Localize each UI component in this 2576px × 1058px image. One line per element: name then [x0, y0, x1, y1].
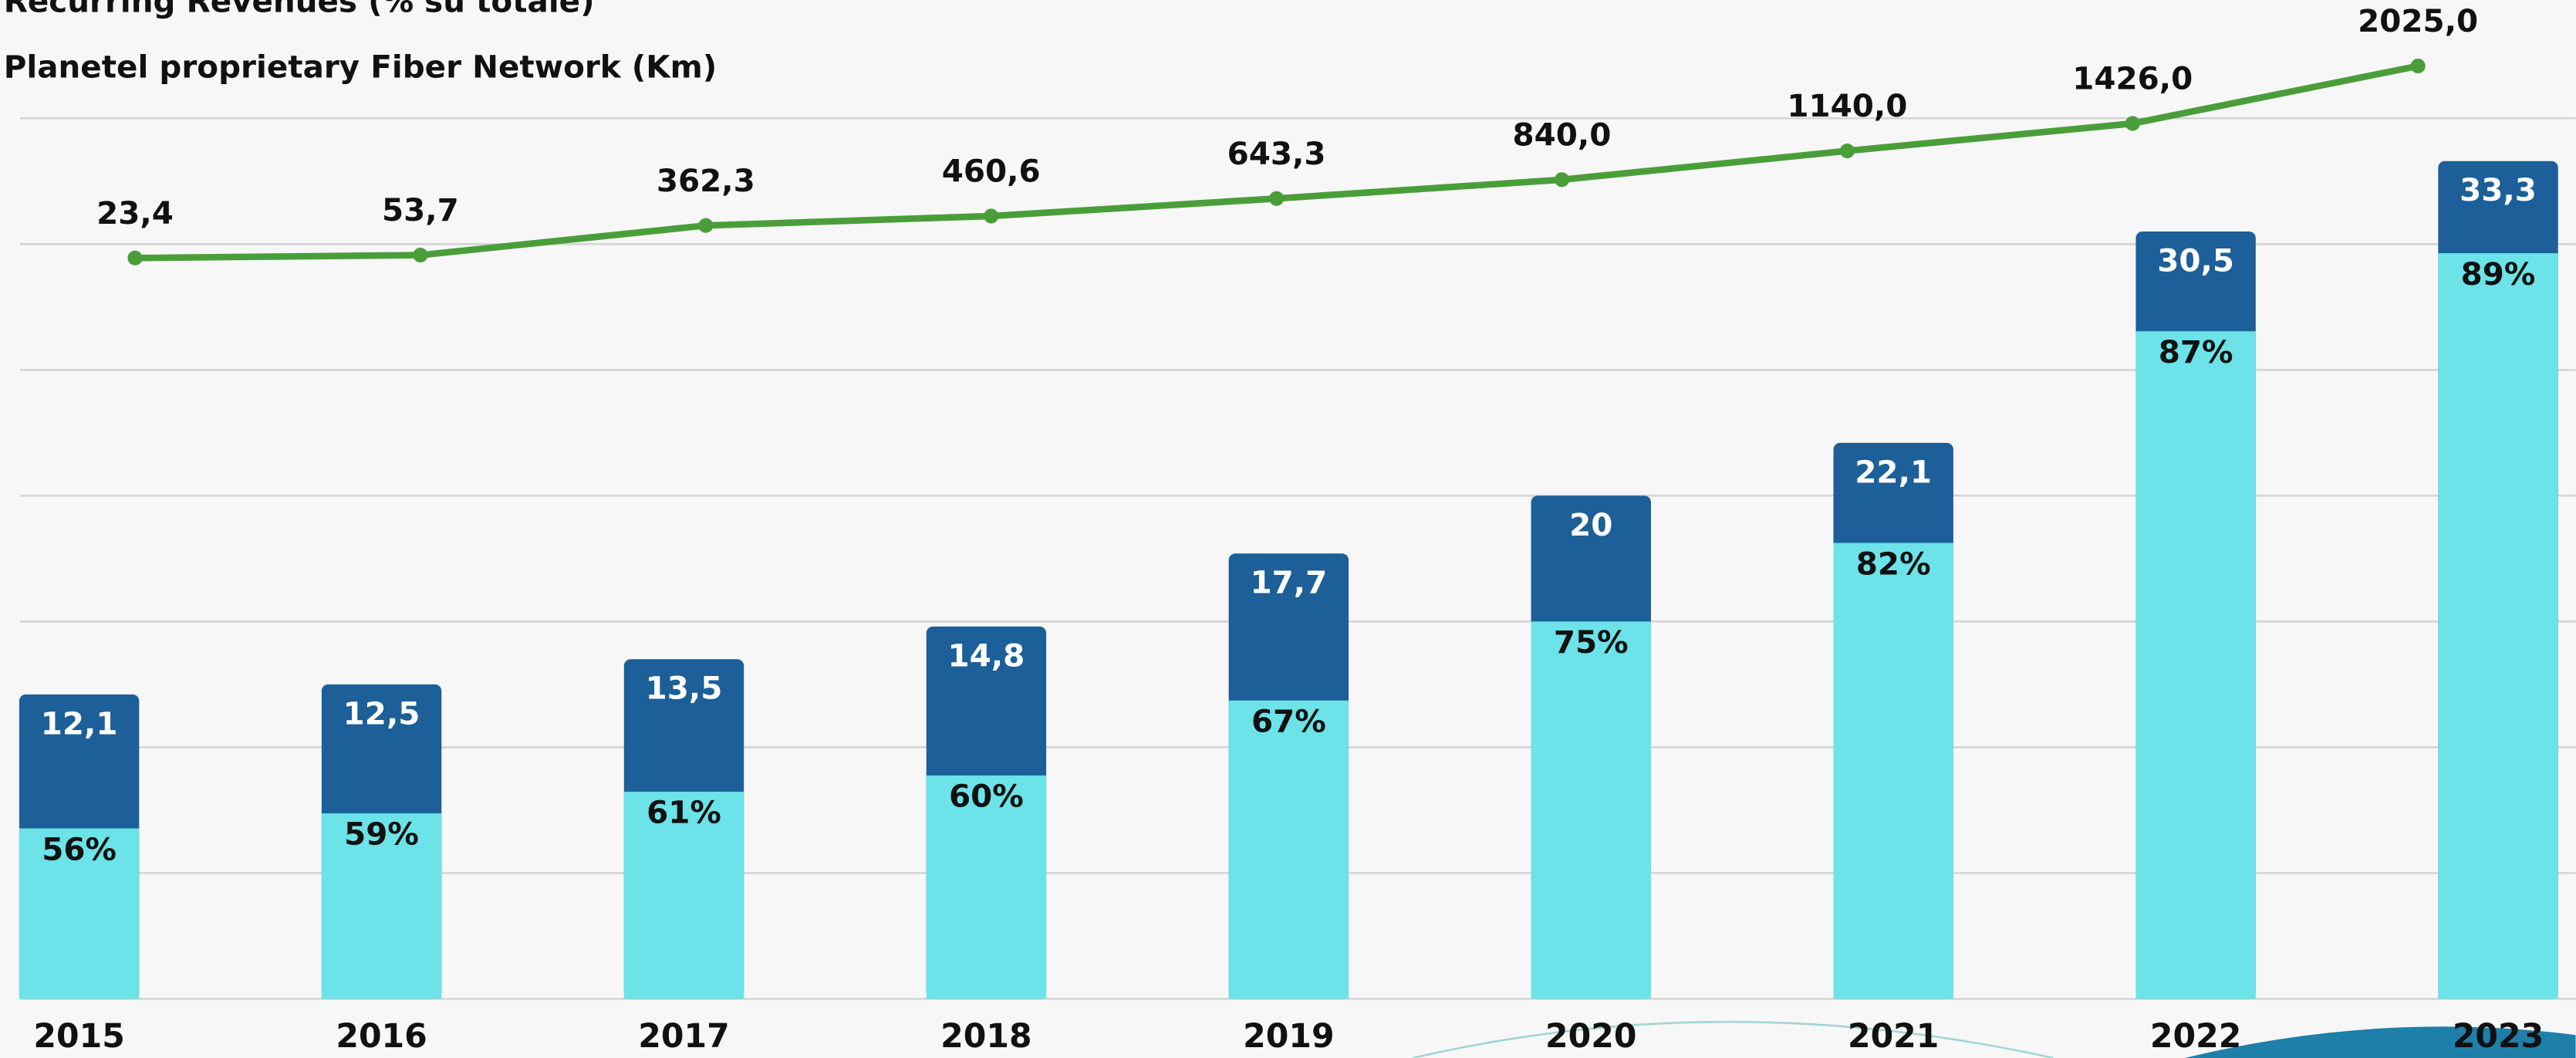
- value-label: 840,0: [1513, 116, 1612, 153]
- value-label: 67%: [1251, 703, 1326, 740]
- value-label: 82%: [1856, 545, 1931, 582]
- value-label: 61%: [647, 794, 721, 831]
- value-label: 53,7: [382, 191, 459, 228]
- x-tick-label: 2017: [638, 1017, 729, 1056]
- value-label: 17,7: [1250, 564, 1327, 601]
- value-label: 2025,0: [2358, 2, 2478, 39]
- x-tick-label: 2023: [2453, 1017, 2544, 1056]
- value-label: 1426,0: [2072, 60, 2193, 97]
- value-label: 362,3: [657, 162, 755, 199]
- value-label: 87%: [2159, 333, 2233, 370]
- value-label: 643,3: [1227, 135, 1326, 172]
- line-point: [698, 218, 713, 233]
- line-point: [984, 208, 998, 223]
- chart: Recurring Revenues (% su totale) Planete…: [0, 0, 2576, 1058]
- value-label: 13,5: [646, 670, 723, 707]
- legend-text: Recurring Revenues (% su totale): [4, 0, 595, 19]
- bar-share: [1531, 621, 1651, 999]
- value-label: 75%: [1554, 624, 1629, 661]
- value-label: 12,5: [343, 695, 420, 732]
- x-tick-label: 2016: [336, 1017, 427, 1056]
- value-label: 22,1: [1855, 453, 1932, 490]
- value-label: 460,6: [942, 153, 1041, 190]
- value-label: 1140,0: [1787, 87, 1907, 124]
- value-label: 60%: [949, 778, 1024, 815]
- bar-share: [1834, 543, 1953, 999]
- value-label: 12,1: [41, 705, 118, 742]
- x-tick-label: 2021: [1848, 1017, 1939, 1056]
- bar-share: [1229, 701, 1349, 999]
- value-label: 23,4: [96, 194, 174, 232]
- x-tick-label: 2018: [940, 1017, 1031, 1056]
- line-point: [1269, 191, 1284, 206]
- page: Recurring Revenues (% su totale) Planete…: [0, 0, 2576, 1058]
- bar-share: [2438, 253, 2557, 999]
- value-label: 33,3: [2460, 171, 2537, 208]
- value-label: 89%: [2461, 255, 2536, 292]
- value-label: 56%: [42, 830, 116, 867]
- value-label: 30,5: [2157, 242, 2234, 279]
- line-point: [2125, 116, 2140, 130]
- x-tick-label: 2020: [1545, 1017, 1636, 1056]
- x-tick-label: 2015: [33, 1017, 124, 1056]
- line-point: [2411, 59, 2426, 73]
- value-label: 59%: [344, 816, 419, 853]
- value-label: 20: [1569, 506, 1612, 543]
- line-point: [1555, 172, 1569, 187]
- value-label: 14,8: [948, 637, 1025, 674]
- line-point: [413, 248, 427, 262]
- line-point: [1840, 144, 1855, 158]
- bar-share: [2135, 331, 2255, 999]
- x-tick-label: 2019: [1243, 1017, 1334, 1056]
- x-tick-label: 2022: [2150, 1017, 2241, 1056]
- line-point: [127, 251, 142, 265]
- legend-text: Planetel proprietary Fiber Network (Km): [4, 48, 717, 85]
